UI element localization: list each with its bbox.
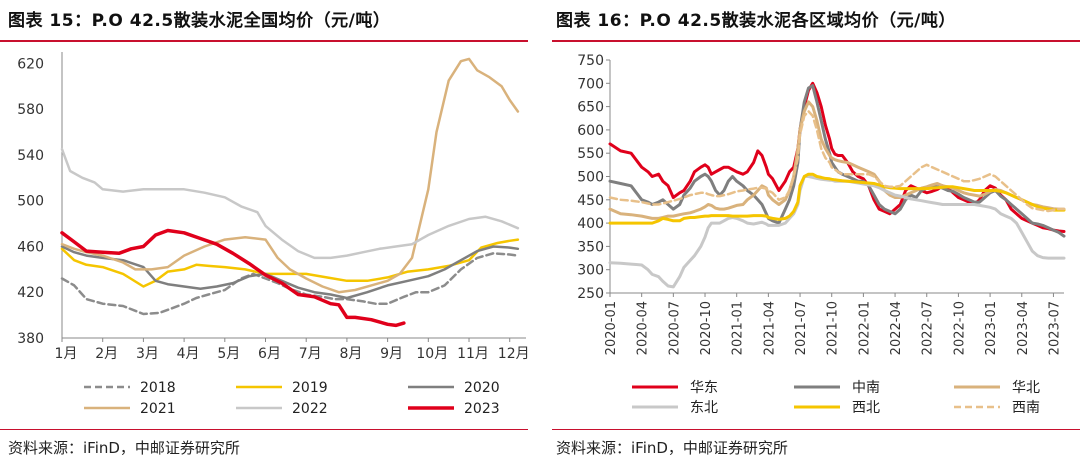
series-line-2019 [60,238,520,288]
x-tick-label: 1月 [55,346,78,362]
series-line-2022 [60,147,520,260]
x-tick-label: 2022-01 [857,301,872,355]
series-line-西北 [608,172,1066,225]
legend-label-华北: 华北 [1012,380,1040,396]
y-tick-label: 420 [17,285,44,301]
series-line-2023 [60,228,406,328]
x-tick-label: 2022-04 [889,301,904,355]
left-chart-title: 图表 15：P.O 42.5散装水泥全国均价（元/吨） [8,11,391,31]
x-tick-label: 2023-07 [1047,301,1062,355]
x-tick-label: 2020-04 [636,301,651,355]
x-tick-label: 2021-01 [731,301,746,355]
x-tick-label: 6月 [258,346,281,362]
y-tick-label: 350 [577,239,604,255]
legend-label-中南: 中南 [852,380,880,396]
x-tick-label: 2021-04 [762,301,777,355]
y-tick-label: 400 [577,216,604,232]
right-source-note: 资料来源：iFinD，中邮证券研究所 [556,439,788,457]
legend-label-2021: 2021 [140,401,176,417]
legend-label-2018: 2018 [140,380,176,396]
left-title-rule [0,40,528,42]
x-tick-label: 2023-04 [1016,301,1031,355]
series-line-2021 [60,57,520,294]
y-tick-label: 550 [577,146,604,162]
x-tick-label: 2021-10 [826,301,841,355]
x-tick-label: 2023-01 [984,301,999,355]
right-chart: 250 300 350 400 450 500 550 600 650 700 750 2020-01… [577,53,1066,416]
right-title-rule [552,40,1080,42]
y-tick-label: 450 [577,193,604,209]
x-tick-label: 3月 [136,346,159,362]
y-tick-label: 700 [577,76,604,92]
legend-label-2019: 2019 [292,380,328,396]
left-source-rule [0,429,528,430]
x-tick-label: 2月 [95,346,118,362]
legend-label-东北: 东北 [690,400,718,416]
y-tick-label: 500 [577,170,604,186]
x-tick-label: 7月 [299,346,322,362]
y-tick-label: 460 [17,239,44,255]
right-chart-title: 图表 16：P.O 42.5散装水泥各区域均价（元/吨） [556,11,956,31]
x-tick-label: 2022-07 [921,301,936,355]
x-tick-label: 11月 [457,346,489,362]
y-tick-label: 540 [17,148,44,164]
legend-label-2020: 2020 [464,380,500,396]
series-line-华北 [608,100,1066,220]
y-tick-label: 250 [577,286,604,302]
legend-label-2022: 2022 [292,401,328,417]
y-tick-label: 300 [577,263,604,279]
x-tick-label: 8月 [339,346,362,362]
series-line-2020 [60,245,520,300]
left-source-note: 资料来源：iFinD，中邮证券研究所 [8,439,240,457]
legend-label-2023: 2023 [464,401,500,417]
x-tick-label: 2021-07 [794,301,809,355]
x-tick-label: 5月 [217,346,240,362]
x-tick-label: 2020-07 [667,301,682,355]
x-tick-label: 12月 [498,346,528,362]
legend-label-西南: 西南 [1012,400,1040,416]
x-tick-label: 10月 [416,346,448,362]
x-tick-label: 2020-10 [699,301,714,355]
y-tick-label: 380 [17,331,44,347]
series-line-西南 [608,110,1066,213]
x-tick-label: 4月 [177,346,200,362]
legend-label-华东: 华东 [690,380,718,396]
x-tick-label: 9月 [380,346,403,362]
y-tick-label: 600 [577,123,604,139]
series-line-中南 [608,84,1066,238]
right-source-rule [552,429,1080,430]
y-tick-label: 580 [17,102,44,118]
x-tick-label: 2020-01 [604,301,619,355]
y-tick-label: 500 [17,194,44,210]
x-tick-label: 2022-10 [952,301,967,355]
legend-label-西北: 西北 [852,400,880,416]
left-chart: 380 420 460 500 540 580 620 1月 2月 3月 4月 5月 6月 7月 8月 9月 1… [17,52,528,417]
y-tick-label: 620 [17,56,44,72]
y-tick-label: 650 [577,100,604,116]
y-tick-label: 750 [577,53,604,69]
